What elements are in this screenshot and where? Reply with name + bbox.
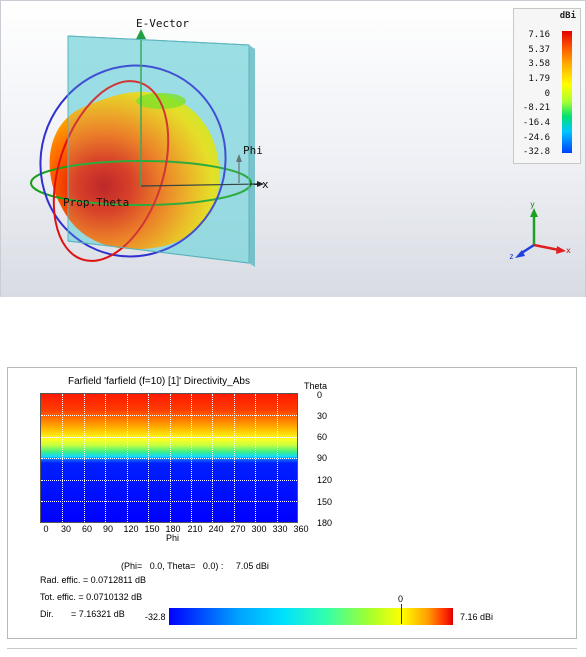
- blank-area: [0, 297, 586, 367]
- e-vector-label: E-Vector: [136, 17, 189, 30]
- x-tick: 210: [187, 524, 203, 534]
- x-tick: 60: [81, 524, 93, 534]
- x-tick: 0: [43, 524, 49, 534]
- x-tick: 330: [272, 524, 288, 534]
- legend-tick: -16.4: [522, 118, 550, 128]
- x-axis-label: x: [262, 178, 269, 191]
- bottom-divider: [7, 648, 577, 649]
- x-tick: 90: [102, 524, 114, 534]
- triad-x: [533, 243, 560, 252]
- x-tick: 300: [251, 524, 267, 534]
- colorbar-min-label: -32.8: [145, 612, 166, 622]
- x-tick: 270: [230, 524, 246, 534]
- farfield-3d-view[interactable]: E-Vector Phi x Prop.Theta y x z dBi 7.16…: [0, 0, 586, 298]
- cursor-readout: (Phi= 0.0, Theta= 0.0) : 7.05 dBi: [121, 561, 269, 571]
- triad-y-label: y: [530, 200, 535, 209]
- legend-tick: 7.16: [528, 30, 550, 40]
- tot-effic: Tot. effic. = 0.0710132 dB: [40, 592, 143, 602]
- x-tick: 180: [165, 524, 181, 534]
- x-tick: 240: [208, 524, 224, 534]
- legend-tick: -32.8: [522, 147, 550, 157]
- x-tick: 360: [293, 524, 309, 534]
- theta-ring-blue: [39, 64, 227, 258]
- y-tick: 0: [317, 390, 323, 400]
- legend-tick: 5.37: [528, 45, 550, 55]
- farfield-3d-scene: [30, 29, 566, 267]
- theta-axis-label: Theta: [304, 381, 328, 391]
- y-tick: 150: [317, 497, 333, 507]
- directivity-heatmap[interactable]: [40, 393, 298, 523]
- colorbar-max-label: 7.16 dBi: [460, 612, 494, 622]
- colorbar: [169, 608, 453, 625]
- y-tick: 30: [317, 411, 328, 421]
- rad-effic: Rad. effic. = 0.0712811 dB: [40, 575, 146, 585]
- directivity-value: Dir. = 7.16321 dB: [40, 609, 125, 619]
- legend-tick: 1.79: [528, 74, 550, 84]
- legend-color-bar: [562, 31, 572, 153]
- farfield-2d-panel[interactable]: Farfield 'farfield (f=10) [1]' Directivi…: [7, 367, 577, 639]
- dbi-color-legend: dBi 7.16 5.37 3.58 1.79 0 -8.21 -16.4 -2…: [513, 8, 581, 164]
- triad-z-label: z: [509, 252, 514, 261]
- legend-tick: 0: [544, 89, 550, 99]
- legend-unit: dBi: [559, 11, 576, 21]
- plot-title: Farfield 'farfield (f=10) [1]' Directivi…: [68, 376, 250, 387]
- x-tick: 30: [60, 524, 72, 534]
- x-tick: 150: [144, 524, 160, 534]
- theta-ring-red: [52, 80, 170, 262]
- prop-theta-label: Prop.Theta: [63, 196, 130, 209]
- x-tick: 120: [123, 524, 139, 534]
- triad-x-label: x: [566, 246, 571, 255]
- legend-tick: 3.58: [528, 59, 550, 69]
- y-tick: 120: [317, 475, 333, 485]
- phi-label: Phi: [243, 144, 263, 157]
- y-tick: 90: [317, 453, 328, 463]
- y-tick: 60: [317, 432, 328, 442]
- colorbar-zero-label: 0: [398, 594, 404, 604]
- phi-axis-label: Phi: [166, 533, 180, 543]
- legend-tick: -8.21: [522, 103, 550, 113]
- y-tick: 180: [317, 518, 333, 528]
- colorbar-zero-mark: [401, 604, 402, 624]
- radiation-lobe: [49, 91, 220, 250]
- legend-tick: -24.6: [522, 133, 550, 143]
